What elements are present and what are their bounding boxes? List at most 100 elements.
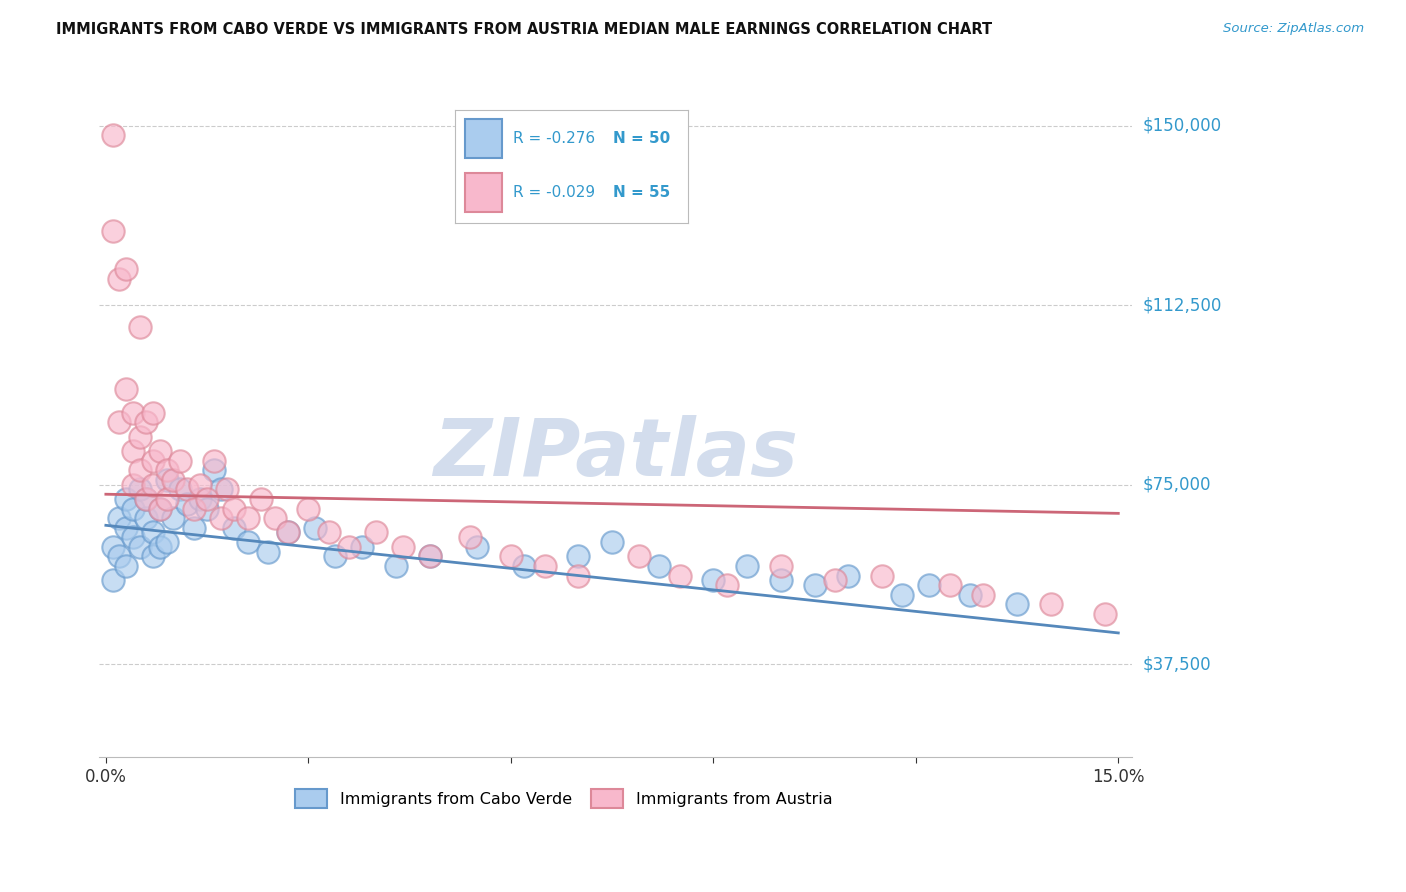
Point <box>128 483 150 497</box>
Legend: Immigrants from Cabo Verde, Immigrants from Austria: Immigrants from Cabo Verde, Immigrants f… <box>288 782 839 814</box>
Point <box>352 540 374 554</box>
Point <box>277 525 299 540</box>
Point <box>115 491 138 506</box>
Point <box>128 463 150 477</box>
Point <box>149 540 172 554</box>
Point <box>149 501 172 516</box>
Point <box>183 501 205 516</box>
Point <box>115 262 138 277</box>
Point <box>263 511 285 525</box>
Point <box>142 406 165 420</box>
Point <box>115 382 138 396</box>
Point <box>803 578 825 592</box>
Point <box>1005 597 1028 611</box>
Point <box>108 549 131 564</box>
Point <box>1039 597 1062 611</box>
Point <box>628 549 651 564</box>
Text: $75,000: $75,000 <box>1143 475 1212 493</box>
Point <box>183 521 205 535</box>
Point <box>155 491 177 506</box>
Point <box>135 491 157 506</box>
Point <box>236 511 259 525</box>
Point <box>162 473 184 487</box>
Point <box>142 454 165 468</box>
Point <box>824 574 846 588</box>
Point <box>149 444 172 458</box>
Point <box>870 568 893 582</box>
Point <box>121 501 143 516</box>
Point <box>190 491 212 506</box>
Point <box>277 525 299 540</box>
Point <box>209 483 232 497</box>
Point <box>513 558 536 573</box>
Point <box>769 558 792 573</box>
Point <box>135 491 157 506</box>
Point <box>499 549 522 564</box>
Point <box>101 540 124 554</box>
Text: $112,500: $112,500 <box>1143 296 1222 314</box>
Point <box>297 501 319 516</box>
Point <box>1094 607 1116 621</box>
Point <box>202 454 225 468</box>
Point <box>648 558 671 573</box>
Point <box>209 511 232 525</box>
Point <box>108 416 131 430</box>
Point <box>392 540 415 554</box>
Point <box>115 521 138 535</box>
Point <box>101 224 124 238</box>
Point <box>918 578 941 592</box>
Point <box>101 128 124 143</box>
Point <box>257 544 280 558</box>
Point <box>142 525 165 540</box>
Point <box>101 574 124 588</box>
Point <box>115 558 138 573</box>
Point <box>176 497 198 511</box>
Point <box>460 530 482 544</box>
Point <box>128 540 150 554</box>
Point <box>600 535 623 549</box>
Point <box>891 588 914 602</box>
Point <box>149 501 172 516</box>
Text: $150,000: $150,000 <box>1143 117 1222 135</box>
Point <box>304 521 326 535</box>
Point <box>769 574 792 588</box>
Point <box>465 540 488 554</box>
Point <box>224 501 246 516</box>
Point <box>250 491 273 506</box>
Point <box>169 454 191 468</box>
Point <box>135 416 157 430</box>
Point <box>190 477 212 491</box>
Point <box>567 568 589 582</box>
Point <box>716 578 738 592</box>
Text: ZIPatlas: ZIPatlas <box>433 416 799 493</box>
Point <box>533 558 555 573</box>
Point <box>128 430 150 444</box>
Point <box>337 540 360 554</box>
Point <box>419 549 441 564</box>
Point <box>121 477 143 491</box>
Text: $37,500: $37,500 <box>1143 655 1212 673</box>
Point <box>128 319 150 334</box>
Point <box>108 272 131 286</box>
Text: IMMIGRANTS FROM CABO VERDE VS IMMIGRANTS FROM AUSTRIA MEDIAN MALE EARNINGS CORRE: IMMIGRANTS FROM CABO VERDE VS IMMIGRANTS… <box>56 22 993 37</box>
Point <box>668 568 690 582</box>
Point <box>972 588 994 602</box>
Point <box>155 473 177 487</box>
Point <box>162 511 184 525</box>
Point <box>325 549 347 564</box>
Point <box>121 406 143 420</box>
Point <box>735 558 758 573</box>
Point <box>938 578 960 592</box>
Point <box>202 463 225 477</box>
Point <box>121 444 143 458</box>
Text: Source: ZipAtlas.com: Source: ZipAtlas.com <box>1223 22 1364 36</box>
Point <box>135 511 157 525</box>
Point <box>236 535 259 549</box>
Point <box>959 588 981 602</box>
Point <box>217 483 239 497</box>
Point <box>121 530 143 544</box>
Point <box>142 549 165 564</box>
Point <box>108 511 131 525</box>
Point <box>169 483 191 497</box>
Point <box>224 521 246 535</box>
